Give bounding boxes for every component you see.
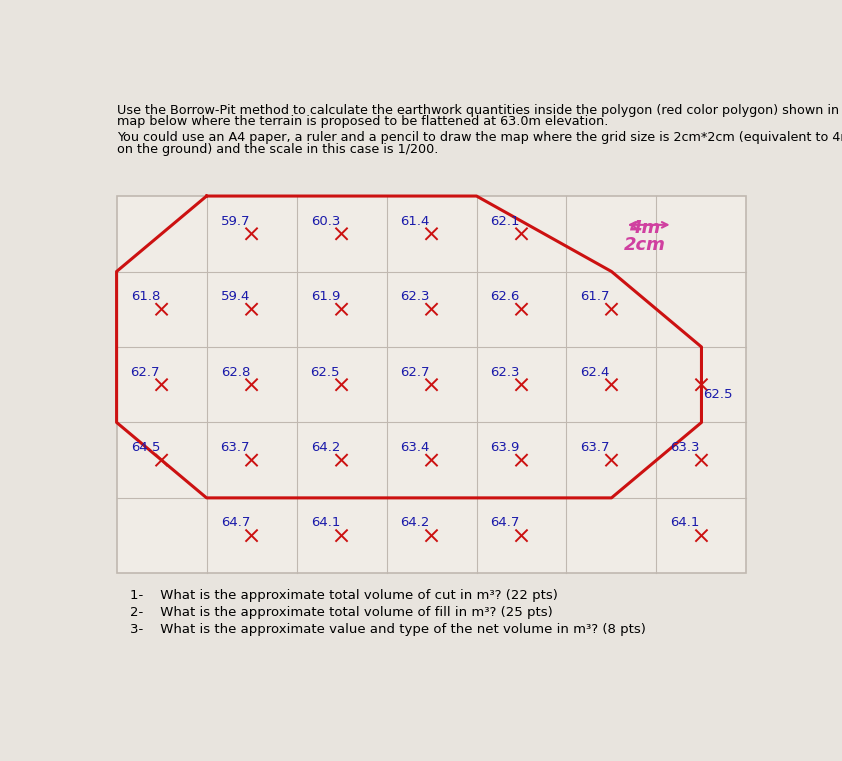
Text: 62.7: 62.7	[401, 365, 430, 378]
Text: 63.7: 63.7	[221, 441, 250, 454]
Text: 62.1: 62.1	[490, 215, 520, 228]
Text: map below where the terrain is proposed to be flattened at 63.0m elevation.: map below where the terrain is proposed …	[116, 115, 608, 128]
Text: 62.8: 62.8	[221, 365, 250, 378]
Text: 62.3: 62.3	[490, 365, 520, 378]
Text: 63.7: 63.7	[580, 441, 610, 454]
Text: 62.5: 62.5	[703, 388, 733, 401]
Text: 1-    What is the approximate total volume of cut in m³? (22 pts): 1- What is the approximate total volume …	[131, 589, 558, 602]
Text: 62.4: 62.4	[581, 365, 610, 378]
Bar	[116, 196, 747, 573]
Text: 62.5: 62.5	[311, 365, 340, 378]
Text: You could use an A4 paper, a ruler and a pencil to draw the map where the grid s: You could use an A4 paper, a ruler and a…	[116, 132, 842, 145]
Text: 62.7: 62.7	[131, 365, 160, 378]
Text: 62.6: 62.6	[491, 290, 520, 303]
Text: 62.3: 62.3	[401, 290, 430, 303]
Text: 63.9: 63.9	[491, 441, 520, 454]
Text: 64.5: 64.5	[131, 441, 160, 454]
Text: 61.4: 61.4	[401, 215, 430, 228]
Text: 63.4: 63.4	[401, 441, 430, 454]
Text: Use the Borrow-Pit method to calculate the earthwork quantities inside the polyg: Use the Borrow-Pit method to calculate t…	[116, 103, 842, 116]
Text: on the ground) and the scale in this case is 1/200.: on the ground) and the scale in this cas…	[116, 143, 438, 156]
Text: 2cm: 2cm	[624, 236, 666, 253]
Text: 64.7: 64.7	[491, 517, 520, 530]
Text: 2-    What is the approximate total volume of fill in m³? (25 pts): 2- What is the approximate total volume …	[131, 606, 553, 619]
Text: 4m: 4m	[629, 218, 660, 237]
Text: 64.7: 64.7	[221, 517, 250, 530]
Text: 61.9: 61.9	[311, 290, 340, 303]
Text: 64.2: 64.2	[401, 517, 430, 530]
Text: 64.2: 64.2	[311, 441, 340, 454]
Text: 63.3: 63.3	[670, 441, 700, 454]
Text: 64.1: 64.1	[670, 517, 700, 530]
Text: 64.1: 64.1	[311, 517, 340, 530]
Text: 61.7: 61.7	[580, 290, 610, 303]
Text: 60.3: 60.3	[311, 215, 340, 228]
Text: 3-    What is the approximate value and type of the net volume in m³? (8 pts): 3- What is the approximate value and typ…	[131, 622, 647, 635]
Text: 59.4: 59.4	[221, 290, 250, 303]
Text: 59.7: 59.7	[221, 215, 250, 228]
Text: 61.8: 61.8	[131, 290, 160, 303]
